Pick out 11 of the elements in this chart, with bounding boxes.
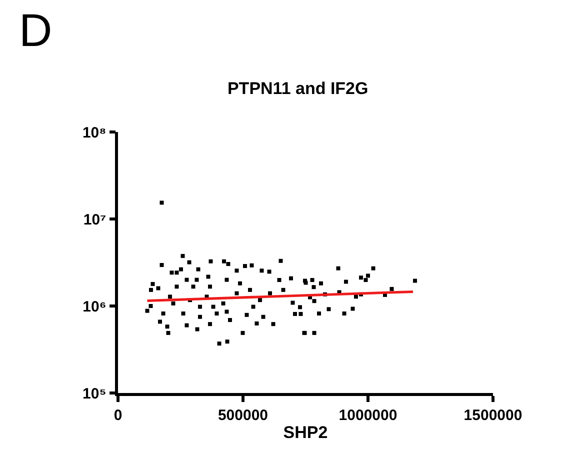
y-tick-label: 10⁶ [82, 298, 106, 316]
x-tick-label: 1500000 [464, 406, 522, 424]
y-tick-label: 10⁷ [83, 211, 106, 228]
y-tick-label: 10⁵ [82, 385, 106, 402]
y-tick-label: 10⁸ [82, 124, 106, 142]
x-tick-label: 500000 [218, 406, 268, 424]
x-axis-title: SHP2 [283, 423, 328, 442]
text: D [19, 4, 52, 56]
x-tick-label: 0 [114, 406, 122, 424]
chart-title: PTPN11 and IF2G [227, 79, 368, 98]
x-tick-label: 1000000 [338, 406, 398, 424]
